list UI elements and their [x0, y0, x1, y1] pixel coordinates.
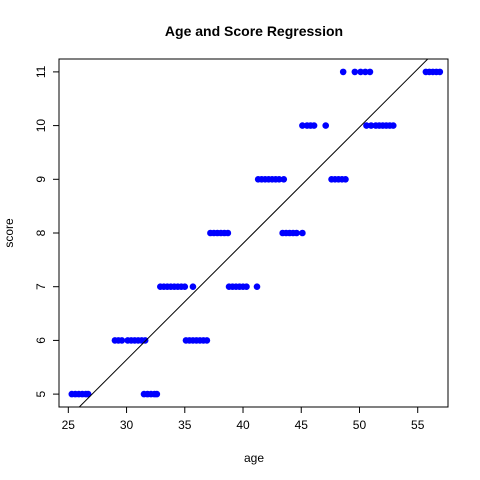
x-tick-label: 40 [236, 418, 250, 432]
data-point [293, 229, 300, 237]
y-axis: 5 6 7 8 9 10 11 [34, 65, 60, 397]
chart-title: Age and Score Regression [165, 23, 343, 39]
data-point [366, 68, 374, 76]
y-axis-label: score [2, 218, 16, 248]
data-point [84, 390, 92, 398]
data-point [363, 122, 370, 129]
data-point [436, 68, 444, 76]
y-tick-label: 10 [34, 119, 48, 133]
data-point [389, 122, 397, 129]
data-point [189, 283, 197, 291]
data-point [203, 337, 211, 344]
x-axis: 25 30 35 40 45 50 55 [62, 406, 425, 432]
y-tick-label: 6 [34, 337, 48, 344]
x-tick-label: 25 [62, 418, 76, 432]
x-tick-label: 50 [353, 418, 367, 432]
data-point [224, 229, 232, 237]
data-point [153, 390, 161, 398]
data-point [118, 337, 126, 344]
y-tick-label: 8 [34, 229, 48, 236]
x-tick-label: 30 [120, 418, 134, 432]
data-point [299, 122, 306, 129]
data-point [275, 175, 283, 183]
data-point [243, 283, 250, 291]
data-point [322, 122, 330, 129]
y-tick-label: 7 [34, 283, 48, 290]
data-point [253, 283, 261, 291]
y-tick-label: 9 [34, 176, 48, 183]
data-point [342, 175, 349, 183]
data-point [367, 122, 375, 129]
x-tick-label: 55 [411, 418, 425, 432]
data-point [339, 68, 347, 76]
x-tick-label: 45 [295, 418, 309, 432]
data-point [362, 68, 369, 76]
data-point [357, 68, 364, 76]
data-point [299, 229, 306, 237]
x-tick-label: 35 [178, 418, 192, 432]
data-points [68, 68, 444, 398]
data-point [310, 122, 318, 129]
data-point [280, 175, 288, 183]
data-point [181, 283, 189, 291]
x-axis-label: age [244, 451, 264, 465]
data-point [141, 337, 149, 344]
y-tick-label: 5 [34, 390, 48, 397]
data-point [351, 68, 359, 76]
y-tick-label: 11 [34, 65, 48, 78]
regression-line [78, 59, 429, 407]
